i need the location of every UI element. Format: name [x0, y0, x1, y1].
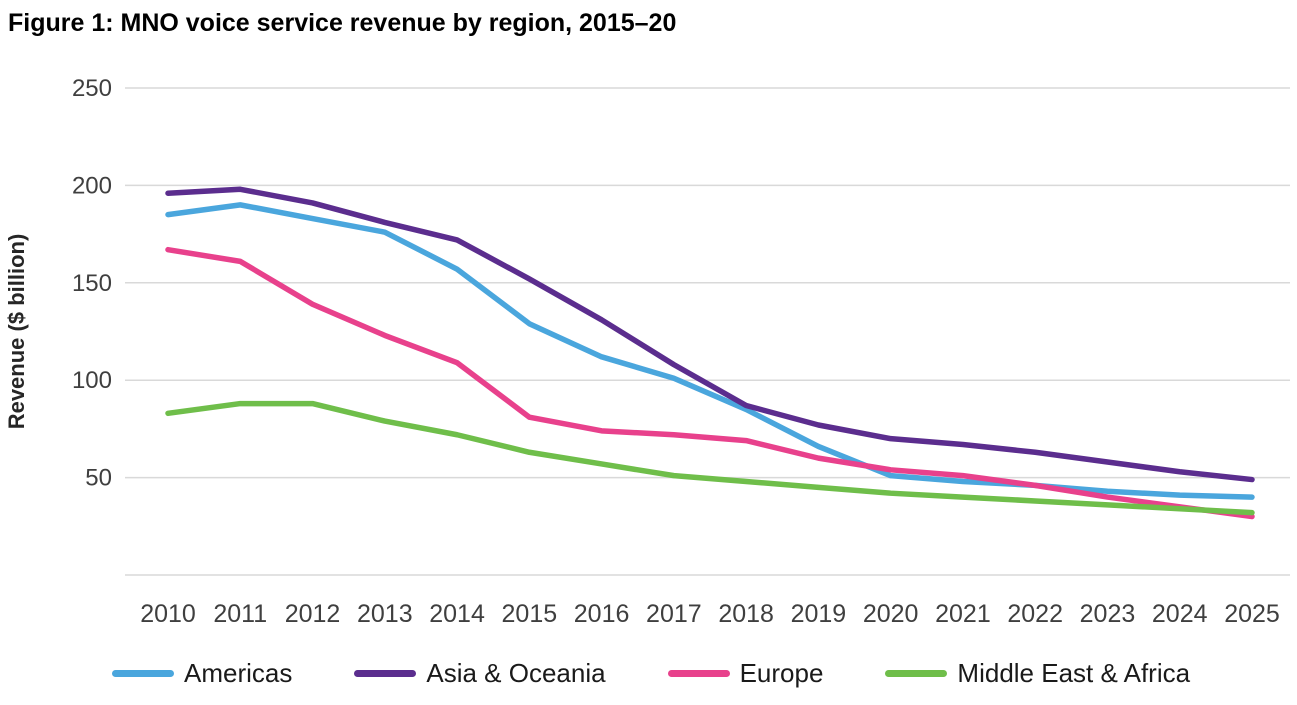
legend-label-middle-east-africa: Middle East & Africa — [957, 658, 1191, 688]
x-tick-label: 2021 — [935, 600, 991, 628]
x-tick-label: 2023 — [1080, 600, 1136, 628]
legend-item-europe: Europe — [667, 658, 824, 689]
y-tick-label: 200 — [72, 172, 112, 199]
legend-label-americas: Americas — [184, 658, 293, 688]
legend-label-asia-oceania: Asia & Oceania — [426, 658, 606, 688]
legend-item-americas: Americas — [112, 658, 292, 689]
chart-legend: Americas Asia & Oceania Europe Middle East … — [112, 658, 1297, 689]
y-tick-label: 100 — [72, 367, 112, 394]
series-line-middle-east-africa — [165, 400, 1255, 516]
x-tick-label: 2019 — [791, 600, 847, 628]
x-tick-label: 2022 — [1007, 600, 1063, 628]
legend-item-asia-oceania: Asia & Oceania — [354, 658, 606, 689]
legend-swatch-middle-east-africa — [885, 670, 948, 677]
series-line-asia-oceania — [165, 186, 1255, 483]
y-tick-label: 150 — [72, 270, 112, 297]
legend-item-middle-east-africa: Middle East & Africa — [885, 658, 1190, 689]
x-tick-label: 2024 — [1152, 600, 1208, 628]
line-chart: 50 100 150 200 250 2010 2011 2012 2013 2014 2015 20… — [4, 75, 1290, 628]
series-line-europe — [165, 246, 1255, 520]
x-tick-label: 2011 — [213, 600, 267, 628]
x-tick-label: 2013 — [357, 600, 413, 628]
x-tick-label: 2015 — [502, 600, 558, 628]
legend-label-europe: Europe — [739, 658, 824, 688]
x-tick-label: 2016 — [574, 600, 630, 628]
y-tick-label: 50 — [85, 465, 112, 492]
x-tick-label: 2025 — [1224, 600, 1280, 628]
legend-swatch-europe — [667, 670, 730, 677]
x-tick-label: 2018 — [718, 600, 774, 628]
y-tick-label: 250 — [72, 75, 112, 102]
chart-title: Figure 1: MNO voice service revenue by r… — [8, 9, 677, 37]
x-tick-label: 2017 — [646, 600, 702, 628]
x-tick-label: 2010 — [140, 600, 196, 628]
series-line-americas — [165, 202, 1255, 500]
y-axis-title: Revenue ($ billion) — [4, 234, 29, 430]
legend-swatch-americas — [112, 670, 174, 677]
x-tick-label: 2020 — [863, 600, 919, 628]
x-tick-label: 2014 — [429, 600, 485, 628]
legend-swatch-asia-oceania — [354, 670, 417, 677]
x-tick-label: 2012 — [285, 600, 341, 628]
